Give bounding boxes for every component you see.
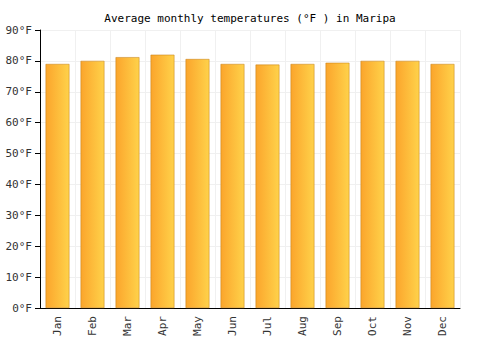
svg-text:Dec: Dec	[436, 316, 449, 336]
svg-text:Mar: Mar	[121, 316, 134, 336]
svg-text:30°F: 30°F	[6, 209, 33, 222]
svg-text:20°F: 20°F	[6, 240, 33, 253]
svg-text:Oct: Oct	[366, 316, 379, 336]
svg-text:May: May	[191, 316, 204, 336]
svg-text:Average monthly temperatures (: Average monthly temperatures (°F ) in Ma…	[104, 12, 395, 25]
svg-text:90°F: 90°F	[6, 24, 33, 37]
svg-text:40°F: 40°F	[6, 178, 33, 191]
svg-text:Jul: Jul	[261, 316, 274, 336]
svg-text:Nov: Nov	[401, 316, 414, 336]
svg-text:0°F: 0°F	[12, 302, 32, 315]
svg-text:Sep: Sep	[331, 316, 344, 336]
svg-text:60°F: 60°F	[6, 116, 33, 129]
svg-text:70°F: 70°F	[6, 85, 33, 98]
svg-text:Aug: Aug	[296, 316, 309, 336]
svg-text:Jun: Jun	[226, 316, 239, 336]
svg-text:Apr: Apr	[156, 316, 169, 336]
svg-text:50°F: 50°F	[6, 147, 33, 160]
svg-text:Feb: Feb	[86, 316, 99, 336]
svg-text:80°F: 80°F	[6, 54, 33, 67]
svg-text:Jan: Jan	[51, 316, 64, 336]
svg-text:10°F: 10°F	[6, 271, 33, 284]
